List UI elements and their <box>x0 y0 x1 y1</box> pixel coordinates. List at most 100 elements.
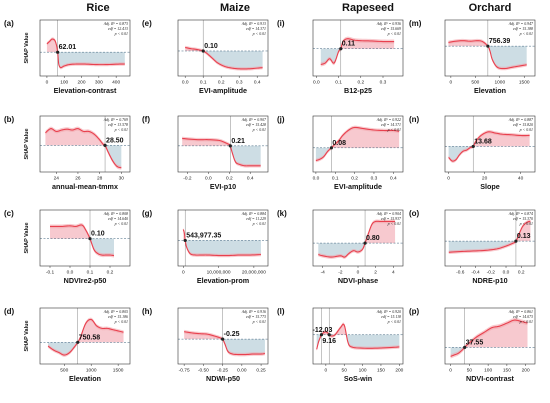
panel-k: 0.80 -4 -2 0 2 4 NDVI-phase Adj. R² = 0.904edf … <box>277 209 404 285</box>
stat-line-m-0: Adj. R² = 0.947 <box>508 22 534 26</box>
panel-letter-i: (i) <box>277 19 285 28</box>
x-tick-label-g-0: 0 <box>182 270 185 276</box>
x-tick-label-g-1: 10,000,000 <box>207 270 231 276</box>
y-axis-label-d: SHAP Value <box>24 320 30 351</box>
negative-area-p <box>450 347 528 357</box>
x-tick-label-a-3: 300 <box>95 80 103 86</box>
panel-frame-b <box>39 115 131 173</box>
threshold-label-l-1: 9.16 <box>322 338 336 345</box>
panel-h: -0.25 -0.75 -0.50 -0.25 0.00 0.25 NDWI-p50 Adj.… <box>142 307 269 383</box>
shap-curve-n <box>448 131 530 162</box>
threshold-point-a-0 <box>56 50 60 54</box>
panel-letter-a: (a) <box>4 19 14 28</box>
plot-area-n <box>445 116 535 172</box>
stat-line-d-0: Adj. R² = 0.805 <box>103 310 128 314</box>
positive-area-h <box>184 331 265 340</box>
x-tick-label-a-1: 100 <box>60 80 68 86</box>
panel-frame-i <box>312 19 404 77</box>
threshold-point-f-0 <box>228 144 232 148</box>
x-axis-label-k: NDVI-phase <box>338 276 378 285</box>
threshold-label-c-0: 0.10 <box>91 231 105 238</box>
x-tick-label-h-3: 0.00 <box>237 368 247 374</box>
threshold-point-l-1 <box>327 333 331 337</box>
panel-letter-m: (m) <box>409 19 422 28</box>
panel-frame-j <box>312 115 404 173</box>
stat-line-f-1: edf = 15.428 <box>246 123 266 127</box>
x-tick-label-p-1: 50 <box>467 368 473 374</box>
stat-line-l-2: p < 0.01 <box>387 320 401 324</box>
panel-letter-n: (n) <box>409 115 420 124</box>
x-tick-label-f-2: 0.2 <box>226 176 233 182</box>
stat-line-n-1: edf = 15.820 <box>513 123 533 127</box>
panel-g: 543,977.35 0 10,000,000 20,000,000Elevation… <box>142 209 269 285</box>
stat-line-l-1: edf = 15.118 <box>381 315 401 319</box>
x-tick-label-c-0: -0.1 <box>46 270 55 276</box>
x-tick-label-p-2: 100 <box>484 368 492 374</box>
threshold-point-b-0 <box>103 143 107 147</box>
positive-area-c <box>50 224 114 239</box>
stat-line-c-1: edf = 14.640 <box>108 217 128 221</box>
panel-d: 750.58 500 1000 1500 Elevation Adj. R² = 0.80… <box>4 307 131 383</box>
stat-line-l-0: Adj. R² = 0.920 <box>376 310 401 314</box>
panel-frame-a <box>39 19 131 77</box>
x-tick-label-f-3: 0.4 <box>247 176 254 182</box>
positive-area-d <box>48 319 124 343</box>
x-tick-label-p-4: 200 <box>522 368 530 374</box>
threshold-point-e-0 <box>201 49 205 53</box>
x-tick-label-n-2: 40 <box>518 176 524 182</box>
stat-line-m-1: edf = 15.188 <box>513 27 533 31</box>
stat-line-p-2: p < 0.01 <box>519 320 533 324</box>
panel-letter-k: (k) <box>277 209 287 218</box>
x-tick-label-j-2: 0.2 <box>351 176 358 182</box>
stat-line-d-2: p < 0.01 <box>114 320 128 324</box>
stat-line-i-0: Adj. R² = 0.936 <box>376 22 401 26</box>
threshold-point-l-0 <box>319 333 324 337</box>
x-tick-label-a-4: 400 <box>112 80 120 86</box>
panel-frame-d <box>39 307 131 365</box>
x-tick-label-d-2: 1500 <box>113 368 124 374</box>
x-tick-label-k-1: -2 <box>338 270 343 276</box>
panel-letter-e: (e) <box>142 19 152 28</box>
panel-letter-b: (b) <box>4 115 15 124</box>
panel-frame-n <box>444 115 536 173</box>
stat-line-g-0: Adj. R² = 0.884 <box>241 212 266 216</box>
x-tick-label-d-1: 1000 <box>86 368 97 374</box>
shap-curve-k <box>318 220 396 258</box>
x-tick-label-j-3: 0.3 <box>371 176 378 182</box>
x-axis-label-i: B12-p25 <box>344 86 372 95</box>
plot-area-d <box>40 308 130 364</box>
x-tick-label-f-0: -0.2 <box>183 176 192 182</box>
x-tick-label-e-0: 0.0 <box>182 80 189 86</box>
x-tick-label-j-0: 0.0 <box>313 176 320 182</box>
stat-line-g-1: edf = 11.229 <box>246 217 266 221</box>
x-tick-label-o-3: 0.0 <box>503 270 510 276</box>
negative-area-i <box>320 48 395 65</box>
x-tick-label-m-2: 1000 <box>494 80 505 86</box>
threshold-point-g-0 <box>183 238 187 243</box>
stat-line-a-1: edf = 12.413 <box>108 27 128 31</box>
plot-area-j <box>313 116 403 172</box>
x-tick-label-m-1: 500 <box>471 80 479 86</box>
stat-line-j-1: edf = 14.371 <box>381 123 401 127</box>
stat-line-c-2: p < 0.01 <box>114 222 128 226</box>
panel-frame-l <box>312 307 404 365</box>
x-tick-label-p-3: 150 <box>503 368 511 374</box>
stat-line-e-0: Adj. R² = 0.913 <box>241 22 266 26</box>
panel-letter-d: (d) <box>4 307 15 316</box>
threshold-label-m-0: 756.39 <box>489 38 511 45</box>
plot-area-p <box>445 308 535 364</box>
stat-line-o-2: p < 0.01 <box>519 222 533 226</box>
shap-curve-i <box>320 38 395 66</box>
positive-area-k <box>318 221 396 244</box>
threshold-label-o-0: 0.13 <box>517 233 531 240</box>
x-tick-label-c-2: 0.1 <box>87 270 94 276</box>
panel-m: 756.39 0 500 1000 1500 Elevation Adj. R² = 0.9… <box>409 19 536 95</box>
x-axis-label-h: NDWI-p50 <box>206 374 240 383</box>
shap-curve-j <box>315 126 400 162</box>
threshold-point-n-0 <box>471 144 475 149</box>
plot-area-b <box>40 116 130 172</box>
column-title-orchard: Orchard <box>469 2 512 14</box>
stat-line-a-2: p < 0.01 <box>114 32 128 36</box>
x-tick-label-l-4: 200 <box>395 368 403 374</box>
threshold-label-a-0: 62.01 <box>59 44 77 51</box>
